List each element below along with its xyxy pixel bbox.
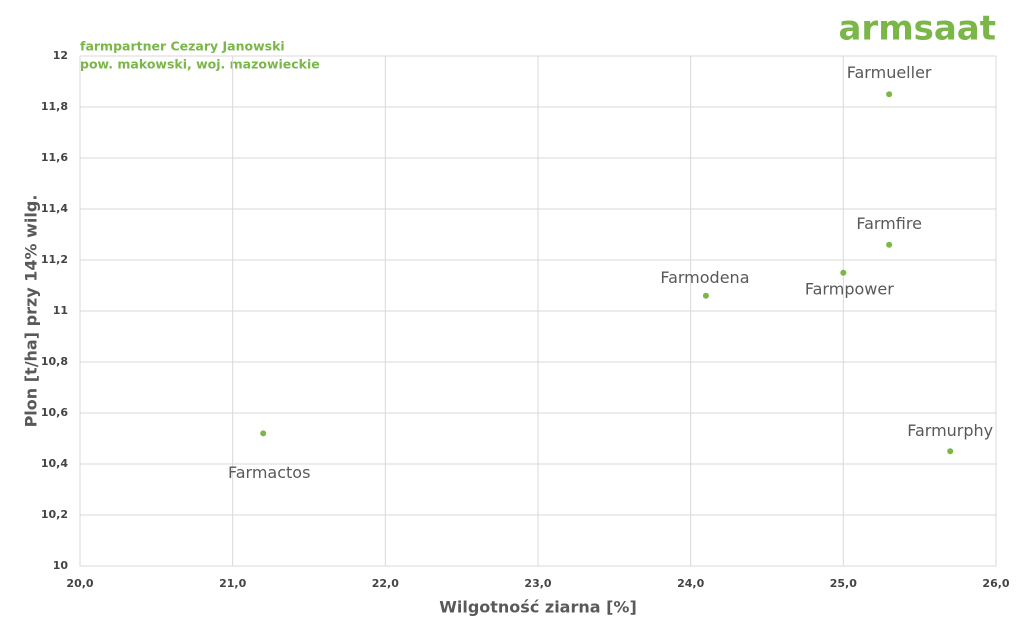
data-point (886, 241, 893, 248)
point-label: Farmodena (660, 268, 749, 287)
x-tick-label: 20,0 (66, 577, 93, 590)
y-tick-label: 11 (53, 304, 68, 317)
data-point (840, 269, 847, 276)
y-tick-label: 11,8 (41, 100, 68, 113)
y-tick-label: 12 (53, 49, 68, 62)
y-tick-label: 11,2 (41, 253, 68, 266)
x-tick-label: 22,0 (372, 577, 399, 590)
data-point (260, 430, 267, 437)
y-tick-label: 10,4 (41, 457, 68, 470)
x-tick-label: 24,0 (677, 577, 704, 590)
data-point (947, 448, 954, 455)
y-tick-label: 10,6 (41, 406, 68, 419)
y-tick-label: 10,2 (41, 508, 68, 521)
x-tick-label: 23,0 (524, 577, 551, 590)
y-tick-label: 10 (53, 559, 69, 572)
chart-title: farmpartner Cezary Janowski (80, 39, 285, 54)
y-tick-label: 10,8 (41, 355, 68, 368)
x-tick-label: 26,0 (982, 577, 1009, 590)
x-tick-label: 25,0 (830, 577, 857, 590)
data-point (702, 292, 709, 299)
point-label: Farmueller (847, 63, 932, 82)
x-axis-label: Wilgotność ziarna [%] (439, 598, 637, 617)
point-label: Farmpower (805, 279, 894, 298)
brand-logo: armsaat (838, 9, 996, 49)
point-label: Farmactos (228, 463, 310, 482)
y-axis-label: Plon [t/ha] przy 14% wilg. (22, 195, 41, 428)
y-tick-label: 11,4 (41, 202, 68, 215)
point-label: Farmurphy (907, 421, 993, 440)
data-point (886, 91, 893, 98)
x-tick-label: 21,0 (219, 577, 246, 590)
point-label: Farmfire (856, 214, 922, 233)
y-tick-label: 11,6 (41, 151, 68, 164)
chart-subtitle: pow. makowski, woj. mazowieckie (80, 57, 320, 72)
